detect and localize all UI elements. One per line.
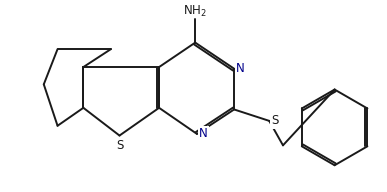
Text: S: S <box>271 114 279 127</box>
Text: S: S <box>116 139 123 152</box>
Text: NH$_2$: NH$_2$ <box>183 4 207 19</box>
Text: N: N <box>199 127 208 140</box>
Text: N: N <box>236 62 245 75</box>
